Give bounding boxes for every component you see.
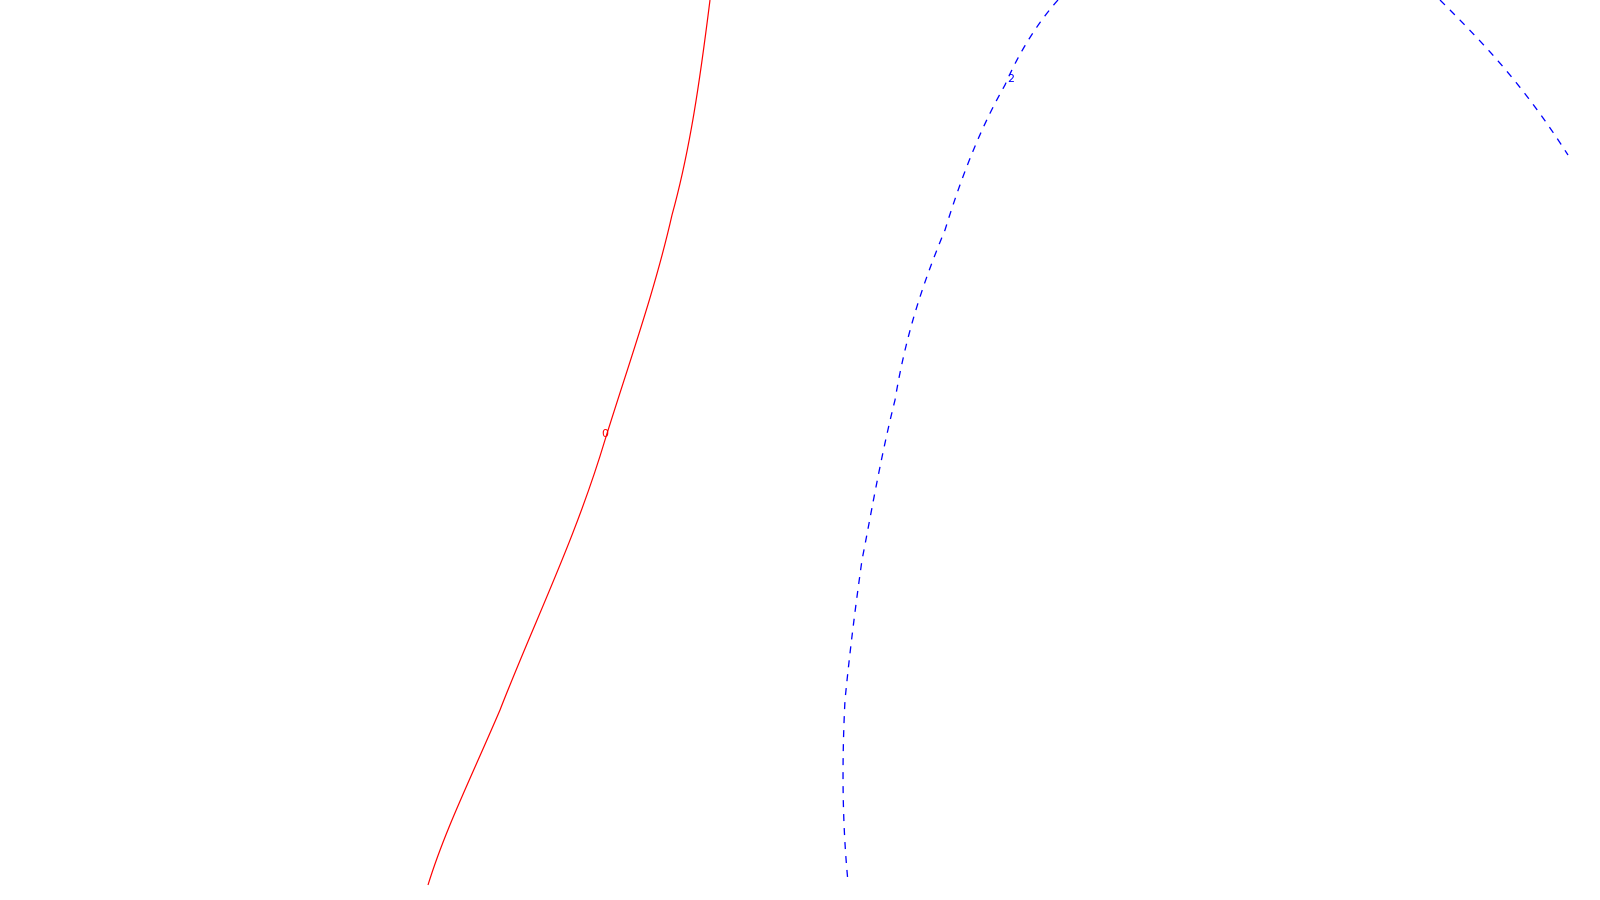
contour-label-0: 0 xyxy=(602,427,609,440)
contour-label-2: 2 xyxy=(1008,72,1015,85)
contour-line-2-right-branch xyxy=(1439,0,1569,156)
contour-line-2 xyxy=(842,0,1059,883)
contour-line-0 xyxy=(427,0,711,886)
